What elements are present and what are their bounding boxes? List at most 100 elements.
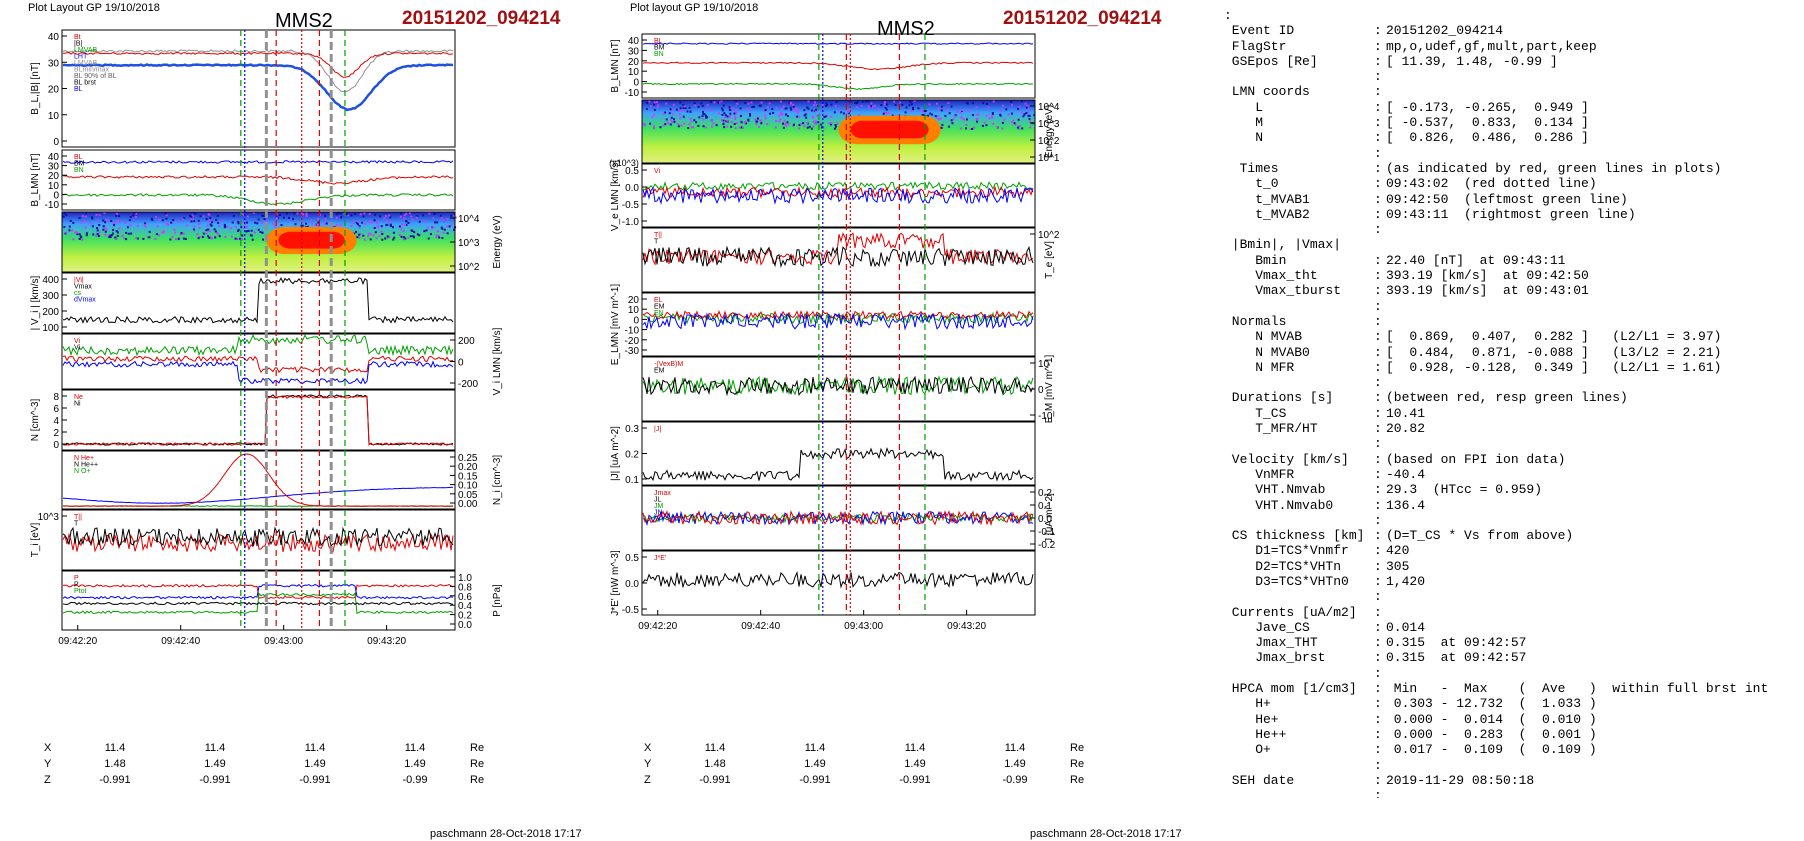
summary-separator: : <box>1374 268 1382 284</box>
legend-entry: EM <box>654 368 665 375</box>
summary-line: : <box>1224 146 1800 161</box>
summary-line: GSEpos [Re]:[ 11.39, 1.48, -0.99 ] <box>1224 54 1800 69</box>
coord-value: -0.991 <box>199 774 231 786</box>
legend-entry: N He+ <box>74 455 94 462</box>
summary-value: 305 <box>1386 558 1410 574</box>
summary-key <box>1224 666 1374 681</box>
legend-entry: N O+ <box>74 468 91 475</box>
y-axis-label: B_LMN [nT] <box>30 153 41 207</box>
summary-line: M:[ -0.537, 0.833, 0.134 ] <box>1224 115 1800 130</box>
summary-value: 1,420 <box>1386 573 1426 589</box>
summary-key: LMN coords <box>1224 84 1310 100</box>
summary-key: Currents [uA/m2] <box>1224 604 1357 620</box>
tick-label: 30 <box>48 162 60 173</box>
series-line <box>62 486 454 504</box>
legend-entry: |B| <box>74 41 82 48</box>
summary-key: Normals <box>1224 313 1287 329</box>
summary-key <box>1224 69 1374 84</box>
summary-line: VnMFR: -40.4 <box>1224 467 1800 482</box>
tick-label: 20 <box>48 171 60 182</box>
summary-key <box>1224 299 1374 314</box>
summary-separator: : <box>1374 665 1382 681</box>
summary-value: [ -0.537, 0.833, 0.134 ] <box>1386 115 1589 131</box>
summary-line: T_CS:10.41 <box>1224 406 1800 421</box>
coord-name: X <box>44 742 52 754</box>
series-line <box>62 63 454 112</box>
left-plot-event-id: 20151202_094214 <box>402 8 561 29</box>
summary-line: t_MVAB1:09:42:50 (leftmost green line) <box>1224 192 1800 207</box>
summary-separator: : <box>1374 145 1382 161</box>
coord-unit: Re <box>1070 774 1085 786</box>
legend-entry: Vi <box>74 338 81 345</box>
coord-name: Y <box>644 758 652 770</box>
tick-label: 10 <box>628 67 640 78</box>
tick-label: -10 <box>1038 411 1053 422</box>
summary-key: Event ID <box>1224 23 1295 39</box>
tick-label: 40 <box>48 32 60 43</box>
panel-6: 10 0 -10E_M [mV m^-1] -(VexB)MEM <box>641 354 1055 423</box>
coord-row-y: Y 1.48 1.49 1.49 1.49 Re <box>640 758 1160 772</box>
summary-line: Bmin:22.40 [nT] at 09:43:11 <box>1224 253 1800 268</box>
coord-row-z: Z -0.991 -0.991 -0.991 -0.99 Re <box>640 774 1160 788</box>
summary-key: Vmax_tht <box>1224 268 1318 284</box>
summary-separator: : <box>1374 696 1382 712</box>
summary-line: LMN coords: <box>1224 84 1800 99</box>
summary-value: [ 11.39, 1.48, -0.99 ] <box>1386 53 1558 69</box>
tick-label: 0 <box>1038 385 1044 396</box>
summary-separator: : <box>1374 23 1382 39</box>
axis-exponent: (x10^3) <box>609 158 639 168</box>
summary-separator: : <box>1374 466 1382 482</box>
time-tick-label: 09:43:20 <box>947 621 986 632</box>
tick-label: 0 <box>633 78 639 89</box>
legend-entry: |J| <box>654 426 661 433</box>
series-line <box>642 82 1034 91</box>
tick-label: 20 <box>48 85 60 96</box>
coord-value: 11.4 <box>1004 742 1026 754</box>
coord-row-z: Z -0.991 -0.991 -0.991 -0.99 Re <box>40 774 560 788</box>
series-line <box>63 276 454 324</box>
summary-line: Event ID:20151202_094214 <box>1224 23 1800 38</box>
tick-label: 0 <box>53 190 59 201</box>
tick-label: 400 <box>42 275 59 286</box>
summary-separator: : <box>1374 405 1382 421</box>
legend-entry: JN <box>654 510 663 517</box>
summary-separator: : <box>1374 635 1382 651</box>
summary-line: O+: 0.017 - 0.109 ( 0.109 ) <box>1224 742 1800 757</box>
legend-entry: N He++ <box>74 462 98 469</box>
summary-line: Currents [uA/m2]: <box>1224 605 1800 620</box>
coord-value: 11.4 <box>204 742 226 754</box>
summary-key: N <box>1224 130 1264 146</box>
tick-label: 0 <box>458 358 464 369</box>
y-axis-label: V_i LMN [km/s] <box>492 327 503 395</box>
summary-value: 393.19 [km/s] at 09:43:01 <box>1386 283 1589 299</box>
tick-label: 0.05 <box>458 490 478 501</box>
tick-label: 2 <box>53 428 59 439</box>
legend-entry: LMVAB <box>74 47 98 54</box>
panel-frame <box>61 450 456 510</box>
panel-4: 400 300 200 100| V_i | [km/s] |Vi|VmaxcsdVma… <box>30 272 456 334</box>
summary-key: VHT.Nmvab0 <box>1224 497 1334 513</box>
time-tick-label: 09:43:00 <box>264 636 303 647</box>
panel-3: 10^4 10^3 10^2 Energy (eV) <box>61 211 503 273</box>
legend-entry: dVmax <box>74 297 96 304</box>
summary-line: Jmax_brst:0.315 at 09:42:57 <box>1224 650 1800 665</box>
summary-key <box>1224 758 1374 773</box>
tick-label: 200 <box>458 336 475 347</box>
summary-line: Jmax_THT:0.315 at 09:42:57 <box>1224 635 1800 650</box>
summary-separator: : <box>1374 176 1382 192</box>
tick-label: 10^2 <box>458 262 480 273</box>
tick-label: 0.15 <box>458 471 478 482</box>
summary-separator: : <box>1374 558 1382 574</box>
spectrogram <box>642 100 1035 163</box>
legend-entry: EL <box>654 297 663 304</box>
summary-separator: : <box>1374 359 1382 375</box>
summary-separator: : <box>1374 681 1382 697</box>
summary-key: N MFR <box>1224 359 1295 375</box>
tick-label: -0.5 <box>622 605 640 616</box>
summary-separator <box>1374 8 1386 23</box>
series-line <box>62 526 454 547</box>
summary-separator: : <box>1374 130 1382 146</box>
legend-entry: BM <box>74 161 85 168</box>
coord-unit: Re <box>470 758 485 770</box>
